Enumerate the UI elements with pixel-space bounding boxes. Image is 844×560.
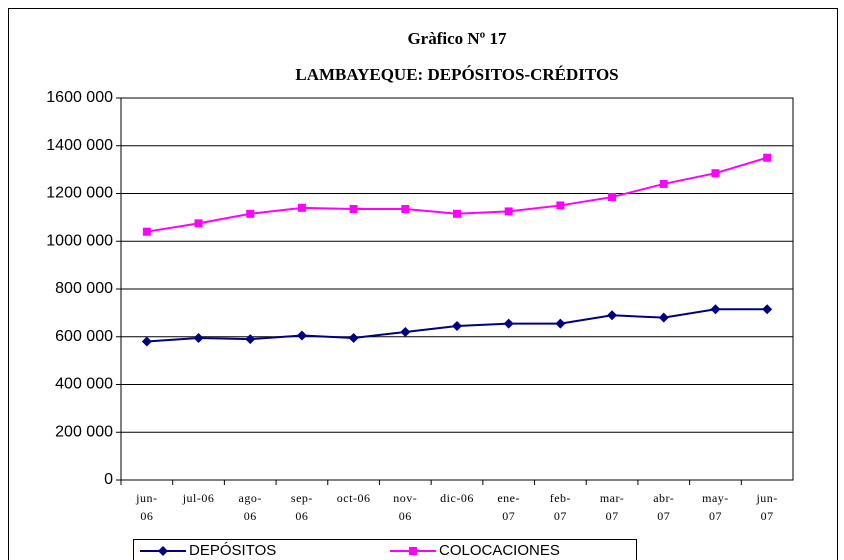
point [763, 153, 772, 162]
x-tick-label: nov-06 [393, 491, 418, 523]
legend-label: DEPÓSITOS [189, 542, 276, 559]
point [453, 209, 461, 218]
point [401, 205, 410, 214]
x-tick-label: jun-07 [756, 491, 778, 523]
x-tick-label: may-07 [702, 491, 729, 523]
x-tick-label: jun-06 [136, 491, 158, 523]
y-tick-label: 400 000 [55, 376, 113, 393]
y-tick-label: 600 000 [55, 328, 113, 345]
chart-border [8, 8, 838, 560]
x-tick-label: jul-06 [182, 491, 215, 505]
x-tick-label: ago-06 [238, 491, 262, 523]
y-tick-label: 1400 000 [46, 137, 113, 154]
point [608, 193, 617, 202]
point [348, 332, 359, 343]
point [504, 207, 513, 216]
plot-border [120, 97, 794, 481]
x-tick-label: sep-06 [290, 491, 313, 523]
point [710, 304, 721, 315]
point [246, 209, 255, 218]
point [142, 227, 151, 236]
x-tick-label: oct-06 [336, 491, 371, 505]
y-tick-label: 1600 000 [46, 89, 113, 106]
y-tick-label: 1000 000 [46, 232, 113, 249]
point [762, 304, 773, 315]
point [296, 330, 307, 341]
y-tick-label: 0 [104, 471, 113, 488]
point [658, 312, 669, 323]
point [193, 332, 204, 343]
point [607, 310, 618, 321]
legend-marker [158, 546, 168, 556]
point [141, 336, 152, 347]
chart-title: Gràfico Nº 17 [407, 29, 507, 48]
point [503, 318, 514, 329]
point [194, 219, 203, 228]
legend-marker [409, 547, 417, 555]
point [556, 201, 565, 210]
series-line [146, 156, 768, 233]
x-tick-label: mar-07 [599, 491, 625, 523]
point [659, 179, 668, 188]
y-tick-label: 200 000 [55, 423, 113, 440]
x-tick-label: feb-07 [549, 491, 572, 523]
x-tick-label: ene-07 [497, 491, 521, 523]
y-tick-label: 1200 000 [46, 185, 113, 202]
x-tick-label: dic-06 [440, 491, 474, 505]
legend-box [133, 539, 637, 560]
point [349, 205, 358, 214]
chart-subtitle: LAMBAYEQUE: DEPÓSITOS-CRÉDITOS [295, 65, 618, 84]
point [245, 334, 256, 345]
point [452, 321, 462, 332]
point [297, 203, 306, 212]
legend-label: COLOCACIONES [439, 542, 560, 559]
x-tick-label: abr-07 [653, 491, 675, 523]
y-tick-label: 800 000 [55, 280, 113, 297]
point [400, 326, 411, 337]
point [555, 318, 566, 329]
point [711, 169, 720, 178]
